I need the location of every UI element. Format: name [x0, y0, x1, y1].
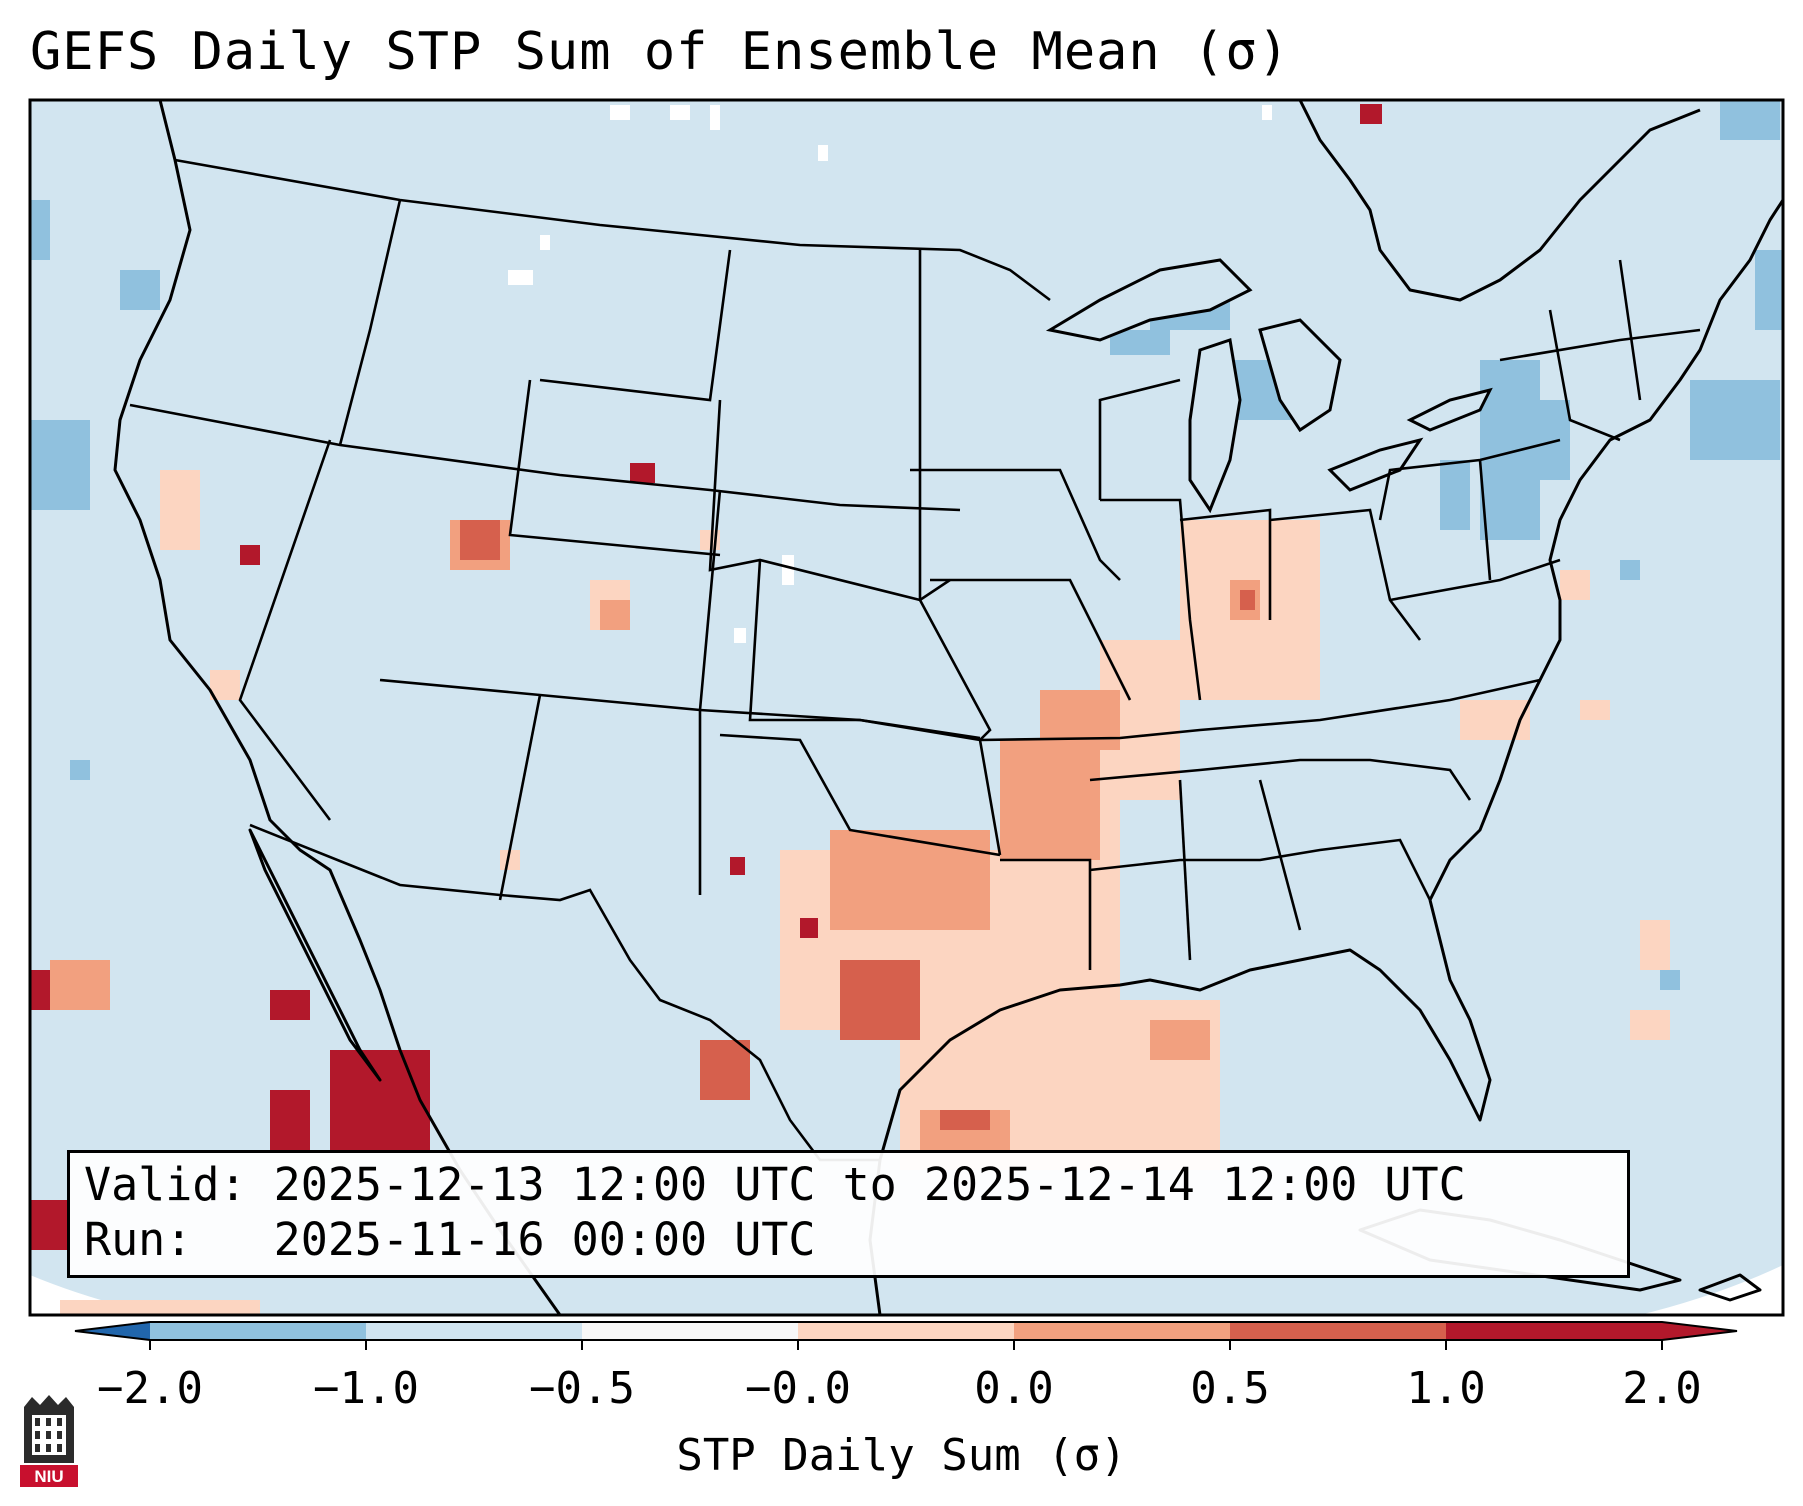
colorbar-tick-label: −0.5	[529, 1363, 635, 1414]
colorbar-tick-label: −1.0	[313, 1363, 419, 1414]
state-borders	[129, 158, 1701, 1162]
colorbar	[74, 1321, 1738, 1350]
colorbar-segment	[798, 1322, 1014, 1340]
colorbar-tick-label: 1.0	[1406, 1363, 1486, 1414]
valid-run-info-box: Valid: 2025-12-13 12:00 UTC to 2025-12-1…	[67, 1150, 1630, 1278]
colorbar-segment	[150, 1322, 366, 1340]
colorbar-tick-label: −0.0	[745, 1363, 851, 1414]
colorbar-segment	[366, 1322, 582, 1340]
colorbar-tick-label: −2.0	[97, 1363, 203, 1414]
colorbar-segment	[1446, 1322, 1662, 1340]
colorbar-tick-label: 2.0	[1622, 1363, 1702, 1414]
logo-text: NIU	[34, 1467, 63, 1486]
run-time-text: Run: 2025-11-16 00:00 UTC	[84, 1213, 816, 1266]
colorbar-tick-label: 0.5	[1190, 1363, 1270, 1414]
map-title: GEFS Daily STP Sum of Ensemble Mean (σ)	[30, 22, 1290, 82]
map-frame	[28, 98, 1785, 1317]
colorbar-label: STP Daily Sum (σ)	[676, 1430, 1127, 1481]
great-lakes	[1045, 258, 1493, 514]
niu-logo: NIU	[20, 1395, 78, 1487]
anomaly-cells	[30, 100, 1783, 1315]
colorbar-extend-low	[75, 1322, 150, 1340]
colorbar-segment	[1014, 1322, 1230, 1340]
valid-time-text: Valid: 2025-12-13 12:00 UTC to 2025-12-1…	[84, 1158, 1466, 1211]
colorbar-segment	[1230, 1322, 1446, 1340]
colorbar-tick-label: 0.0	[974, 1363, 1054, 1414]
projection-edge-right	[1640, 1265, 1783, 1315]
colorbar-extend-high	[1662, 1322, 1737, 1340]
colorbar-segment	[582, 1322, 798, 1340]
